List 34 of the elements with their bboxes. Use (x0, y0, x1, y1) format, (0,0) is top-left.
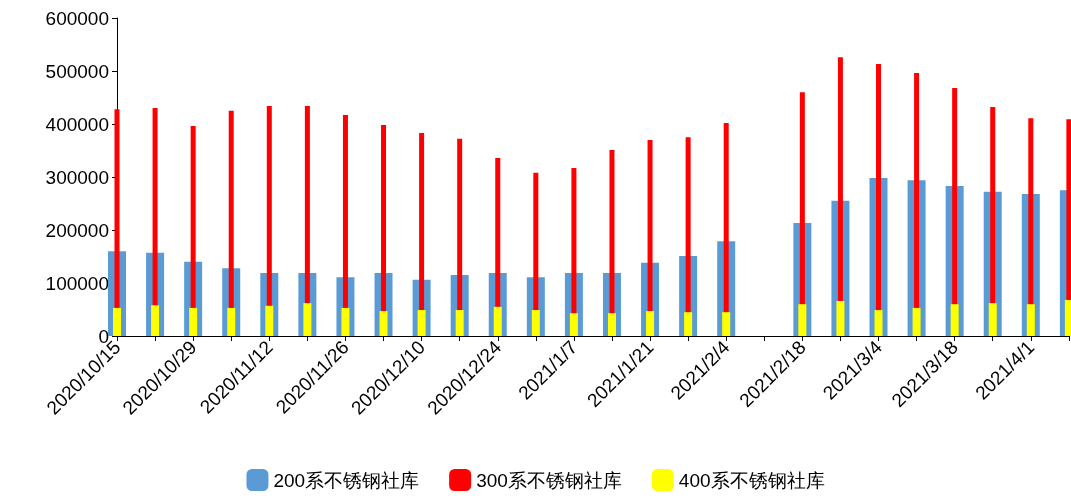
bar (265, 305, 274, 336)
bar (874, 310, 883, 336)
bar (417, 310, 426, 336)
bar (227, 307, 236, 336)
bar (379, 311, 388, 336)
bar (988, 303, 997, 336)
y-tick-label: 300000 (45, 166, 109, 188)
legend-label: 300系不锈钢社库 (476, 469, 622, 491)
bar (569, 313, 578, 336)
bar (722, 312, 731, 336)
bar (912, 307, 921, 336)
bar (607, 313, 616, 336)
bar (303, 303, 312, 336)
y-tick-label: 100000 (45, 272, 109, 294)
bar (189, 307, 198, 336)
legend-label: 200系不锈钢社库 (273, 469, 420, 491)
y-tick-label: 400000 (45, 113, 109, 135)
bar (1026, 304, 1035, 336)
bar (646, 311, 655, 336)
y-tick-label: 600000 (45, 7, 109, 29)
y-tick-label: 200000 (45, 219, 109, 241)
legend-label: 400系不锈钢社库 (678, 469, 825, 491)
bar (151, 305, 160, 336)
bar (455, 310, 464, 336)
bar (531, 310, 540, 336)
bar (798, 304, 807, 336)
bar (684, 312, 693, 336)
bar (1064, 299, 1071, 336)
bar (836, 301, 845, 336)
bar (950, 304, 959, 336)
bar (493, 306, 502, 336)
bar (341, 307, 350, 336)
y-tick-label: 500000 (45, 60, 109, 82)
bar (113, 307, 121, 336)
